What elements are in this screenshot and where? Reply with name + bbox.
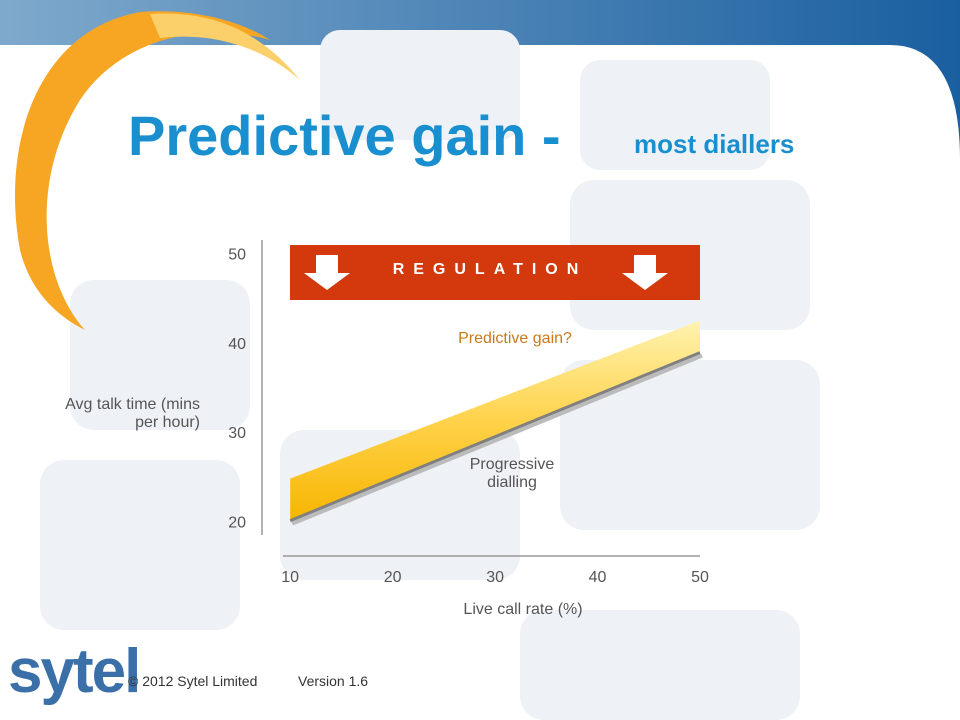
subtitle: most diallers: [634, 129, 794, 159]
decor-arc-light: [150, 13, 300, 81]
regulation-banner: [290, 245, 700, 300]
line-shadow: [291, 353, 703, 526]
x-tick-label: 10: [281, 569, 299, 586]
gain-band: [290, 320, 700, 521]
arrow-down: [304, 255, 350, 290]
version: Version 1.6: [298, 673, 369, 689]
keypad-background: [40, 30, 820, 720]
x-tick-label: 50: [691, 569, 709, 586]
y-tick-label: 50: [228, 246, 246, 263]
title: Predictive gain -: [128, 104, 561, 167]
series-label: Predictive gain?: [458, 330, 572, 347]
y-tick-label: 30: [228, 425, 246, 442]
x-tick-label: 40: [589, 569, 607, 586]
arrow-down: [622, 255, 668, 290]
line: [289, 351, 701, 523]
y-axis-label: Avg talk time (mins per hour): [65, 396, 200, 431]
decor-arc: [15, 11, 270, 331]
x-tick-label: 30: [486, 569, 504, 586]
copyright: © 2012 Sytel Limited: [128, 673, 258, 689]
series-label: Progressive dialling: [469, 456, 555, 491]
y-tick-label: 40: [228, 336, 246, 353]
logo: sytel: [8, 637, 141, 706]
banner-text: REGULATION: [393, 261, 588, 278]
x-tick-label: 20: [384, 569, 402, 586]
y-tick-label: 20: [228, 515, 246, 532]
x-axis-label: Live call rate (%): [463, 601, 582, 618]
